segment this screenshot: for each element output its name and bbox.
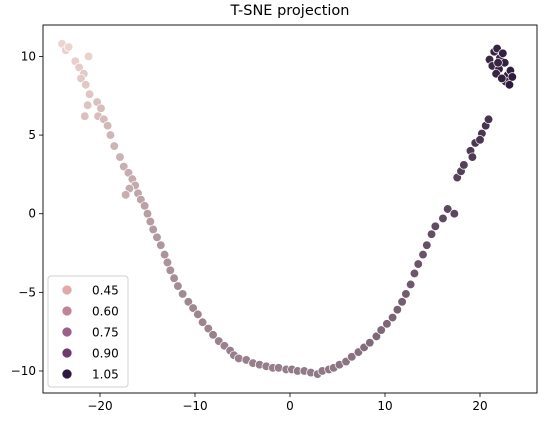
scatter-point — [234, 353, 244, 364]
scatter-point — [120, 190, 131, 200]
legend: 0.45 0.60 0.75 0.90 1.05 — [47, 275, 129, 388]
scatter-point — [507, 72, 517, 82]
scatter-point — [382, 319, 392, 329]
scatter-point — [376, 325, 386, 335]
scatter-point — [82, 100, 93, 110]
scatter-point — [397, 297, 407, 307]
scatter-point — [371, 331, 382, 342]
x-tick-label: 20 — [472, 399, 487, 413]
scatter-point — [105, 130, 116, 140]
scatter-point — [76, 73, 86, 84]
y-tick-label: 10 — [21, 49, 36, 63]
scatter-point — [401, 289, 411, 299]
scatter-point — [475, 135, 485, 145]
chart-title: T-SNE projection — [230, 3, 350, 19]
y-tick-label: 5 — [28, 128, 36, 142]
scatter-point — [493, 58, 503, 68]
scatter-point — [145, 216, 156, 227]
legend-marker — [61, 305, 73, 317]
scatter-point — [102, 120, 113, 131]
scatter-point — [96, 103, 106, 114]
legend-label: 0.45 — [92, 284, 119, 298]
legend-label: 0.90 — [92, 347, 119, 361]
scatter-point — [413, 259, 423, 269]
scatter-point — [159, 249, 170, 260]
scatter-point — [498, 48, 508, 58]
scatter-point — [449, 209, 460, 219]
scatter-point — [409, 268, 420, 279]
scatter-point — [109, 141, 119, 151]
x-tick-label: −20 — [87, 399, 112, 413]
legend-marker — [61, 347, 73, 359]
legend-label: 1.05 — [92, 368, 119, 382]
scatter-point — [74, 62, 84, 73]
scatter-point — [438, 213, 448, 224]
scatter-point — [84, 89, 95, 99]
scatter-point — [365, 338, 375, 348]
scatter-point — [80, 111, 90, 121]
scatter-point — [406, 279, 416, 290]
legend-label: 0.60 — [92, 305, 119, 319]
scatter-point — [173, 281, 183, 291]
legend-marker — [61, 284, 73, 296]
x-axis-ticks: −20 −10 0 10 20 — [87, 393, 488, 413]
scatter-point — [504, 80, 515, 90]
y-axis-ticks: −10 −5 0 5 10 — [11, 49, 43, 378]
scatter-point — [497, 73, 507, 84]
scatter-point — [169, 273, 179, 283]
x-tick-label: 10 — [377, 399, 392, 413]
points-layer — [57, 39, 517, 379]
scatter-point — [188, 303, 198, 313]
legend-marker — [61, 368, 73, 380]
scatter-point — [142, 209, 153, 219]
y-tick-label: 0 — [28, 207, 36, 221]
scatter-point — [443, 204, 453, 214]
scatter-point — [459, 160, 469, 170]
scatter-point — [162, 257, 173, 268]
scatter-point — [467, 152, 478, 162]
scatter-point — [83, 51, 94, 62]
scatter-point — [418, 249, 428, 260]
scatter-point — [165, 265, 175, 275]
scatter-point — [152, 232, 162, 242]
scatter-point — [422, 240, 432, 250]
y-tick-label: −10 — [11, 364, 36, 378]
scatter-point — [197, 317, 208, 327]
scatter-point — [347, 352, 357, 362]
scatter-point — [208, 330, 218, 340]
y-tick-label: −5 — [18, 285, 36, 299]
scatter-point — [387, 312, 398, 323]
scatter-point — [148, 224, 158, 235]
scatter-point — [119, 161, 129, 172]
scatter-point — [392, 304, 403, 315]
scatter-point — [426, 229, 437, 239]
scatter-point — [483, 114, 494, 125]
scatter-point — [115, 152, 125, 162]
scatter-point — [430, 221, 441, 231]
scatter-point — [81, 80, 91, 90]
x-tick-label: −10 — [182, 399, 207, 413]
legend-box — [47, 275, 129, 388]
scatter-point — [273, 363, 284, 373]
legend-marker — [61, 326, 73, 338]
scatter-point — [177, 289, 188, 299]
scatter-point — [193, 309, 203, 320]
scatter-point — [63, 42, 74, 52]
scatter-point — [203, 323, 213, 334]
x-tick-label: 0 — [286, 399, 294, 413]
scatter-point — [139, 201, 150, 211]
legend-label: 0.75 — [92, 326, 119, 340]
scatter-point — [156, 240, 166, 250]
scatter-point — [183, 297, 194, 307]
